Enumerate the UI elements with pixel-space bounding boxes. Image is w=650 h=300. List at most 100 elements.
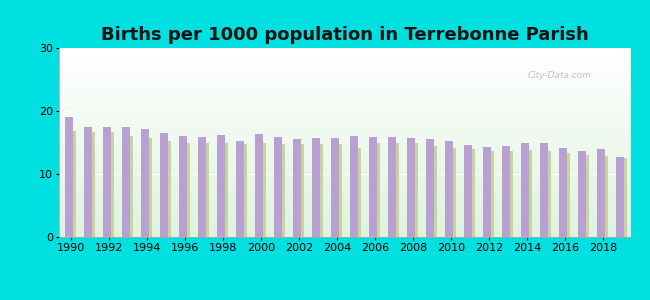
Bar	[58, 158, 630, 159]
Bar	[179, 136, 187, 237]
Bar	[58, 68, 630, 69]
Bar	[221, 142, 228, 237]
Bar	[58, 204, 630, 205]
Bar	[58, 166, 630, 167]
Bar	[58, 107, 630, 109]
Bar	[616, 157, 623, 237]
Bar	[58, 207, 630, 208]
Bar	[58, 173, 630, 174]
Bar	[58, 192, 630, 193]
Bar	[58, 94, 630, 95]
Bar	[259, 142, 266, 237]
Bar	[164, 141, 171, 237]
Bar	[58, 56, 630, 58]
Bar	[240, 144, 247, 237]
Bar	[58, 48, 630, 49]
Bar	[198, 137, 205, 237]
Bar	[58, 104, 630, 105]
Bar	[58, 93, 630, 94]
Bar	[506, 151, 514, 237]
Bar	[58, 194, 630, 195]
Bar	[58, 114, 630, 115]
Bar	[58, 106, 630, 107]
Bar	[582, 155, 590, 237]
Bar	[58, 201, 630, 202]
Bar	[58, 55, 630, 56]
Bar	[58, 79, 630, 80]
Bar	[255, 134, 263, 237]
Bar	[58, 183, 630, 184]
Bar	[58, 63, 630, 64]
Bar	[58, 135, 630, 136]
Bar	[58, 195, 630, 196]
Bar	[58, 91, 630, 92]
Bar	[58, 208, 630, 209]
Bar	[58, 196, 630, 197]
Bar	[58, 220, 630, 221]
Bar	[58, 187, 630, 188]
Bar	[58, 58, 630, 59]
Bar	[58, 59, 630, 60]
Bar	[58, 73, 630, 74]
Bar	[58, 198, 630, 199]
Bar	[58, 144, 630, 145]
Bar	[449, 148, 456, 237]
Bar	[58, 71, 630, 72]
Bar	[84, 127, 92, 237]
Bar	[578, 151, 586, 237]
Bar	[122, 127, 129, 237]
Bar	[58, 233, 630, 234]
Bar	[58, 118, 630, 119]
Bar	[58, 130, 630, 131]
Bar	[58, 147, 630, 148]
Bar	[58, 188, 630, 189]
Bar	[411, 143, 418, 237]
Bar	[217, 135, 225, 237]
Bar	[58, 51, 630, 52]
Bar	[544, 151, 551, 237]
Bar	[58, 171, 630, 172]
Bar	[58, 88, 630, 90]
Bar	[58, 113, 630, 114]
Bar	[58, 50, 630, 51]
Bar	[58, 133, 630, 134]
Bar	[58, 128, 630, 129]
Bar	[58, 124, 630, 125]
Bar	[58, 168, 630, 169]
Bar	[58, 163, 630, 164]
Bar	[58, 189, 630, 190]
Title: Births per 1000 population in Terrebonne Parish: Births per 1000 population in Terrebonne…	[101, 26, 588, 44]
Bar	[58, 167, 630, 168]
Bar	[237, 141, 244, 237]
Bar	[58, 122, 630, 123]
Bar	[392, 142, 399, 237]
Bar	[58, 121, 630, 122]
Bar	[58, 150, 630, 151]
Bar	[58, 69, 630, 70]
Bar	[58, 83, 630, 84]
Bar	[58, 100, 630, 101]
Bar	[58, 57, 630, 59]
Bar	[58, 205, 630, 206]
Bar	[58, 131, 630, 132]
Bar	[58, 142, 630, 143]
Bar	[58, 162, 630, 163]
Bar	[66, 117, 73, 237]
Bar	[58, 200, 630, 201]
Bar	[297, 144, 304, 237]
Bar	[58, 152, 630, 153]
Bar	[58, 72, 630, 73]
Bar	[369, 137, 376, 237]
Bar	[58, 224, 630, 225]
Bar	[58, 226, 630, 227]
Bar	[293, 139, 300, 237]
Bar	[58, 65, 630, 66]
Bar	[58, 134, 630, 135]
Bar	[58, 87, 630, 88]
Bar	[58, 99, 630, 100]
Bar	[58, 172, 630, 173]
Bar	[58, 81, 630, 82]
Bar	[58, 67, 630, 68]
Bar	[58, 64, 630, 65]
Bar	[58, 77, 630, 78]
